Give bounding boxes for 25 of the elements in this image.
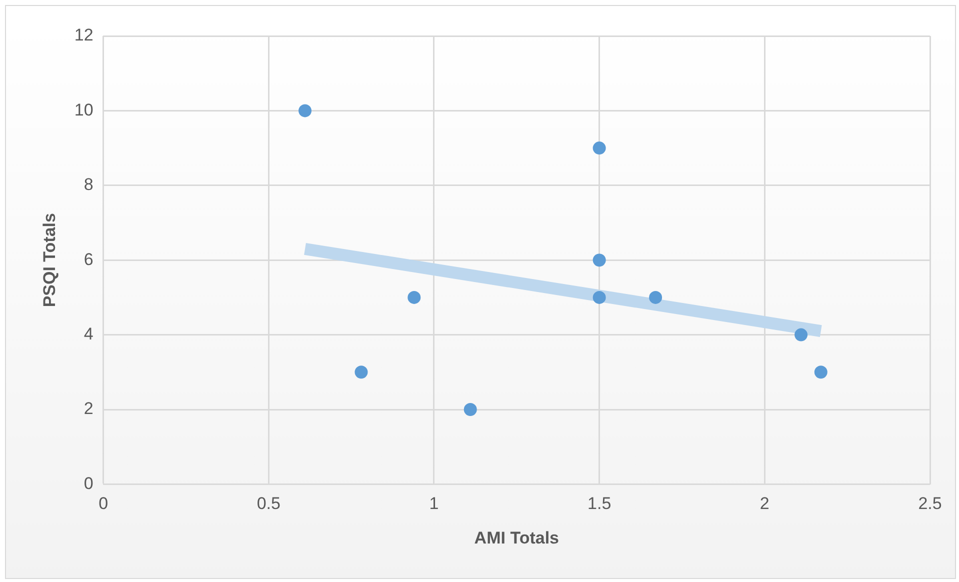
point [592,290,606,304]
point [298,104,312,118]
x-tick-label: 2.5 [918,494,942,514]
point [592,142,606,155]
y-tick-label: 12 [74,26,94,45]
x-axis-title: AMI Totals [474,528,559,548]
point [649,290,662,304]
x-tick-label: 0 [98,494,108,514]
x-tick-label: 2 [760,494,770,514]
y-tick-label: 4 [84,324,94,344]
point [354,366,368,379]
y-tick-label: 6 [84,250,94,269]
point [464,403,477,416]
point [408,290,421,304]
x-tick-label: 1.5 [588,494,612,514]
point [814,366,828,379]
point [794,328,808,342]
point [592,254,606,267]
y-tick-label: 0 [84,474,94,493]
y-axis-title: PSQI Totals [40,213,59,308]
y-tick-label: 10 [74,100,94,120]
x-tick-label: 1 [429,494,439,514]
y-tick-label: 8 [84,175,94,194]
y-tick-label: 2 [84,399,94,418]
x-tick-label: 0.5 [256,494,280,514]
